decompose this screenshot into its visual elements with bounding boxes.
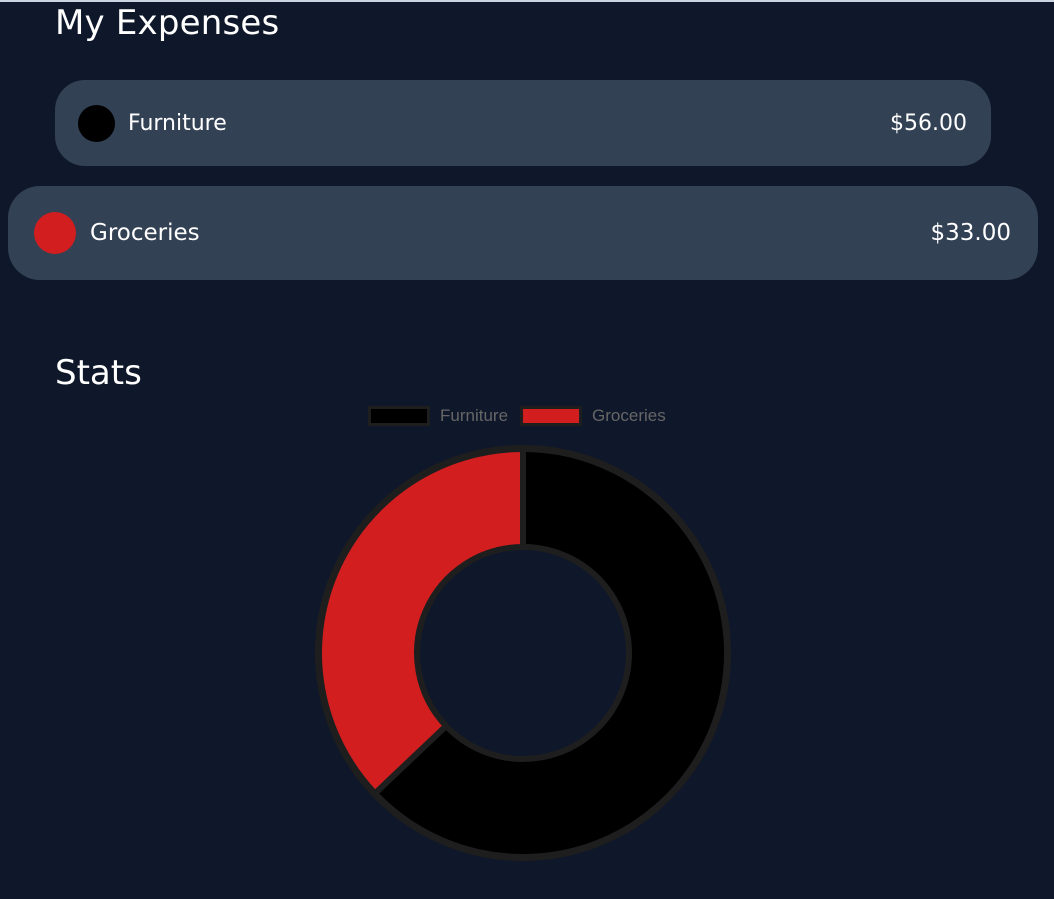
expense-item-groceries[interactable]: Groceries $33.00 (8, 186, 1038, 280)
doughnut-chart-svg (315, 445, 731, 861)
expense-name: Furniture (128, 110, 227, 136)
category-color-dot (34, 212, 76, 254)
legend-label: Groceries (592, 406, 666, 425)
doughnut-chart (310, 440, 736, 866)
stats-title: Stats (55, 353, 142, 393)
expense-amount: $33.00 (930, 220, 1011, 246)
legend-swatch (520, 406, 583, 426)
doughnut-slice-furniture[interactable] (370, 445, 730, 860)
legend-item-furniture[interactable]: Furniture (368, 406, 508, 426)
category-color-dot (78, 104, 115, 142)
expense-item-furniture[interactable]: Furniture $56.00 (55, 80, 991, 166)
expense-amount: $56.00 (890, 110, 967, 136)
chart-legend: Furniture Groceries (368, 406, 678, 426)
window-top-border (0, 0, 1054, 2)
page-title: My Expenses (55, 3, 280, 43)
legend-item-groceries[interactable]: Groceries (520, 406, 666, 426)
legend-swatch (368, 406, 430, 426)
doughnut-slice-groceries[interactable] (316, 445, 526, 798)
legend-label: Furniture (440, 406, 509, 425)
expense-name: Groceries (90, 220, 200, 246)
